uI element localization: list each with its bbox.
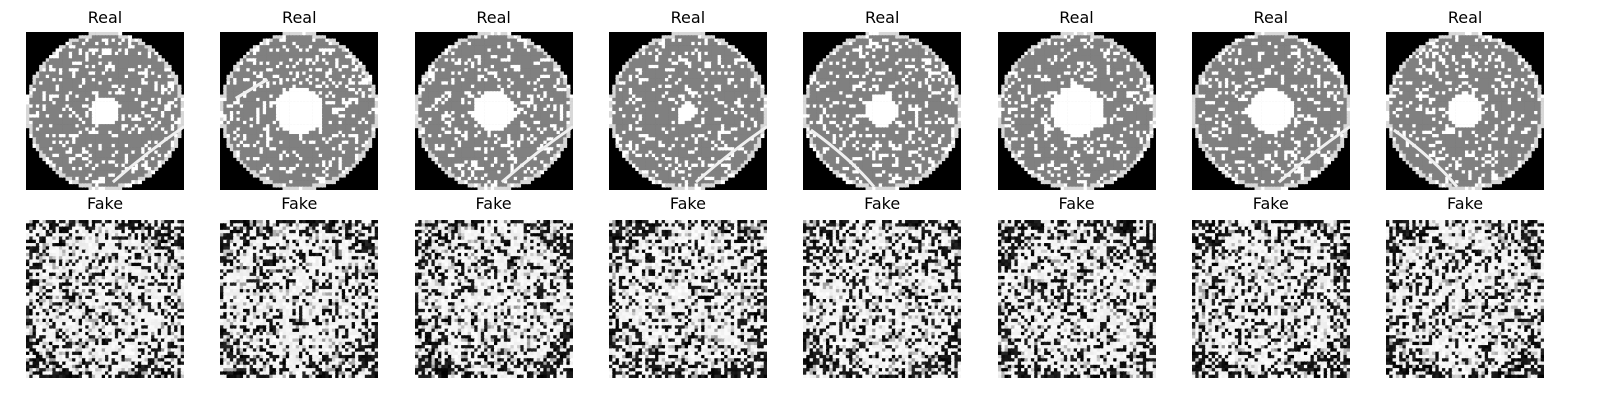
fake-wafer-image <box>803 220 961 378</box>
fake-wafer-image <box>415 220 573 378</box>
fake-panel-title: Fake <box>609 194 767 214</box>
fake-panel-title: Fake <box>26 194 184 214</box>
fake-panel-8: Fake <box>1386 0 1544 400</box>
fake-wafer-image <box>1192 220 1350 378</box>
fake-panel-title: Fake <box>1386 194 1544 214</box>
fake-panel-6: Fake <box>998 0 1156 400</box>
fake-wafer-image <box>220 220 378 378</box>
fake-panel-7: Fake <box>1192 0 1350 400</box>
fake-panel-2: Fake <box>220 0 378 400</box>
fake-panel-5: Fake <box>803 0 961 400</box>
fake-panel-title: Fake <box>803 194 961 214</box>
fake-panel-title: Fake <box>220 194 378 214</box>
fake-wafer-image <box>609 220 767 378</box>
fake-wafer-image <box>998 220 1156 378</box>
fake-panel-title: Fake <box>415 194 573 214</box>
fake-wafer-image <box>1386 220 1544 378</box>
fake-panel-title: Fake <box>998 194 1156 214</box>
fake-panel-3: Fake <box>415 0 573 400</box>
fake-panel-1: Fake <box>26 0 184 400</box>
fake-wafer-image <box>26 220 184 378</box>
fake-panel-4: Fake <box>609 0 767 400</box>
fake-panel-title: Fake <box>1192 194 1350 214</box>
